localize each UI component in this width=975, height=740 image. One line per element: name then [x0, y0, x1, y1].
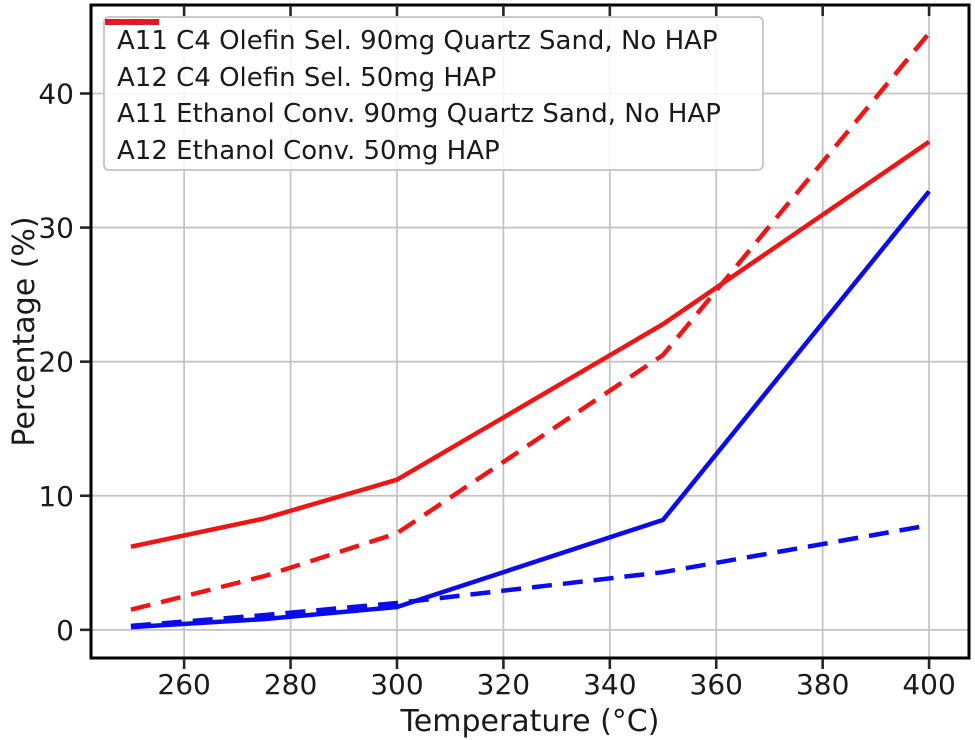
x-tick-label: 300: [370, 668, 423, 701]
x-axis-label: Temperature (°C): [400, 704, 660, 739]
series-line: [130, 523, 930, 629]
y-tick-label: 20: [38, 346, 74, 379]
legend-label: A11 C4 Olefin Sel. 90mg Quartz Sand, No …: [117, 26, 718, 57]
legend-label: A12 Ethanol Conv. 50mg HAP: [117, 135, 500, 166]
y-tick-label: 40: [38, 77, 74, 110]
x-tick-label: 340: [583, 668, 636, 701]
y-tick-label: 0: [56, 614, 74, 647]
legend-item: A11 C4 Olefin Sel. 90mg Quartz Sand, No …: [105, 19, 762, 59]
y-tick-label: 30: [38, 212, 74, 245]
series-line: [130, 139, 931, 549]
legend-item: A12 Ethanol Conv. 50mg HAP: [105, 19, 762, 169]
y-axis-label: Percentage (%): [7, 216, 42, 446]
x-tick-label: 280: [264, 668, 317, 701]
legend-item: A11 Ethanol Conv. 90mg Quartz Sand, No H…: [105, 19, 762, 132]
x-tick-label: 260: [157, 668, 210, 701]
legend-solid-line-sample: [105, 19, 159, 25]
legend-label: A12 C4 Olefin Sel. 50mg HAP: [117, 62, 497, 93]
x-tick-label: 320: [477, 668, 530, 701]
x-tick-label: 380: [796, 668, 849, 701]
chart-legend: A11 C4 Olefin Sel. 90mg Quartz Sand, No …: [103, 16, 764, 171]
x-tick-label: 400: [902, 668, 955, 701]
series-line: [130, 189, 931, 630]
plot-border: [89, 3, 971, 660]
y-tick-label: 10: [38, 480, 74, 513]
legend-item: A12 C4 Olefin Sel. 50mg HAP: [105, 19, 762, 96]
x-tick-label: 360: [690, 668, 743, 701]
legend-label: A11 Ethanol Conv. 90mg Quartz Sand, No H…: [117, 99, 721, 130]
